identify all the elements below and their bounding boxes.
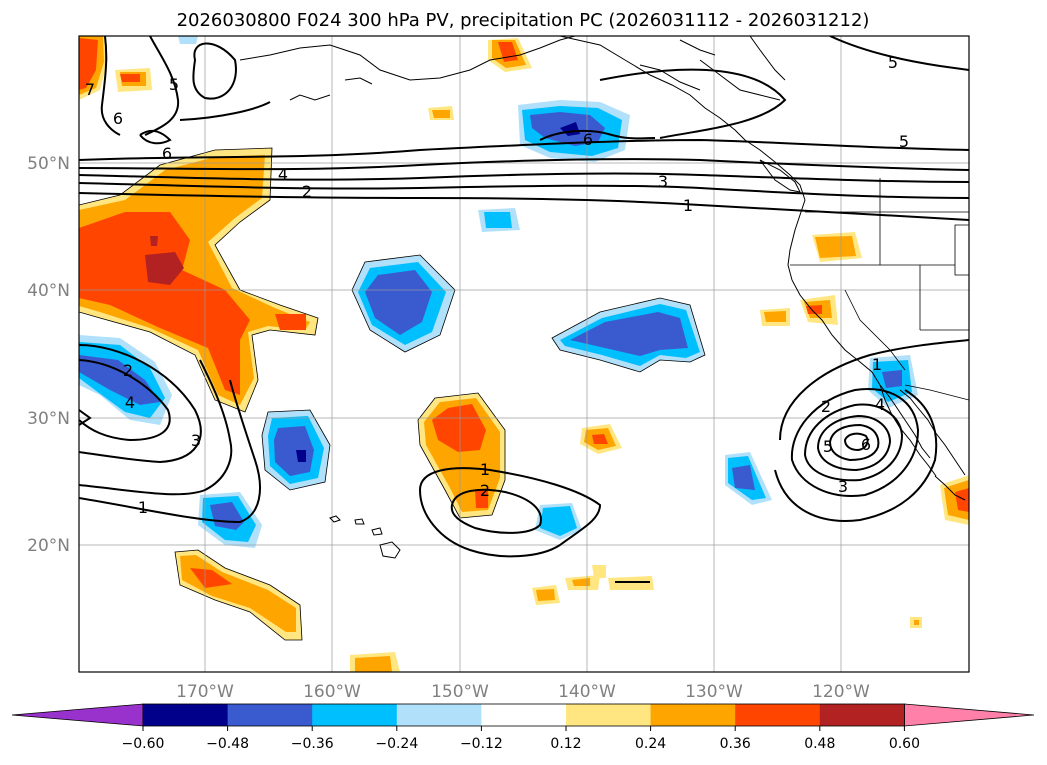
latitude-labels: 50°N 40°N 30°N 20°N [27,154,70,556]
colorbar-labels: −0.60 −0.48 −0.36 −0.24 −0.12 0.12 0.24 0.36 0.4… [122,736,920,752]
contour-label: 1 [480,460,490,479]
precip-negative-162w [262,410,330,490]
colorbar-segment [396,704,482,726]
colorbar-tick-label: −0.12 [460,736,503,752]
colorbar-tick-label: 0.12 [550,736,581,752]
colorbar-segment [735,704,821,726]
colorbar-segments [11,703,1035,727]
colorbar-tick-label: −0.24 [375,736,418,752]
contour-label: 5 [899,132,909,151]
longitude-labels: 170°W 160°W 150°W 140°W 130°W 120°W [176,682,870,702]
figure-title: 2026030800 F024 300 hPa PV, precipitatio… [177,10,870,31]
lat-label: 50°N [27,154,70,174]
contour-label: 4 [278,165,288,184]
precip-positive-west-pacific [79,148,318,412]
contour-label: 5 [169,75,179,94]
contour-label: 4 [125,393,135,412]
precip-negative-168w [198,492,262,548]
contour-label: 3 [658,172,668,191]
contour-label: 6 [583,130,593,149]
contour-label: 2 [123,361,133,380]
colorbar-segment [566,704,652,726]
contour-label: 6 [162,144,172,163]
precip-positive-small [178,36,654,672]
precip-positive-18n [175,550,302,640]
precip-negative-148w [478,208,520,232]
graticule [79,36,969,672]
lat-label: 40°N [27,281,70,301]
lon-label: 130°W [685,682,743,702]
lon-label: 150°W [431,682,489,702]
pv-contour-labels: 4 2 3 1 5 6 5 5 6 6 7 2 4 3 1 1 2 2 3 1 … [85,53,909,517]
precip-east-pacific [725,232,969,628]
precip-positive-150w [418,393,505,518]
colorbar-frame [142,703,905,727]
colorbar-tick-label: −0.36 [291,736,334,752]
colorbar-tick-label: 0.36 [720,736,751,752]
lat-label: 20°N [27,536,70,556]
coastlines [239,36,966,559]
political-borders [790,178,969,401]
colorbar-segment [819,704,905,726]
contour-label: 3 [838,477,848,496]
contour-label: 7 [85,80,95,99]
precip-negative-140w [552,298,705,372]
lon-label: 140°W [558,682,616,702]
colorbar-tick-label: 0.24 [635,736,666,752]
colorbar: −0.60 −0.48 −0.36 −0.24 −0.12 0.12 0.24 0.36 0.4… [11,703,1035,752]
colorbar-segment [143,704,229,726]
colorbar-tick-label: 0.60 [889,736,920,752]
colorbar-tick-label: −0.60 [122,736,165,752]
colorbar-tick-label: −0.48 [206,736,249,752]
contour-label: 2 [302,182,312,201]
lon-label: 120°W [812,682,870,702]
colorbar-segment [650,704,736,726]
precip-negative-sw [79,335,172,425]
precip-negative-146w [535,503,582,540]
contour-label: 5 [888,53,898,72]
contour-label: 5 [823,437,833,456]
map-content: 4 2 3 1 5 6 5 5 6 6 7 2 4 3 1 1 2 2 3 1 … [79,36,969,672]
colorbar-ticks [142,726,905,731]
colorbar-segment [481,704,567,726]
map-border [78,35,970,673]
lon-label: 160°W [303,682,361,702]
colorbar-segment [227,704,313,726]
colorbar-segment [312,704,398,726]
contour-label: 1 [872,355,882,374]
colorbar-tick-label: 0.48 [804,736,835,752]
contour-label: 6 [113,109,123,128]
precip-negative-155w [352,255,455,352]
contour-label: 1 [138,498,148,517]
contour-label: 4 [875,395,885,414]
precip-positive-nw [79,36,152,100]
contour-label: 2 [821,397,831,416]
contour-label: 6 [861,435,871,454]
contour-label: 3 [191,431,201,450]
lat-label: 30°N [27,409,70,429]
pv-contours [79,36,969,583]
lon-label: 170°W [176,682,234,702]
contour-label: 1 [683,196,693,215]
contour-label: 2 [480,481,490,500]
colorbar-extend-min [11,703,144,727]
colorbar-extend-max [904,703,1035,727]
